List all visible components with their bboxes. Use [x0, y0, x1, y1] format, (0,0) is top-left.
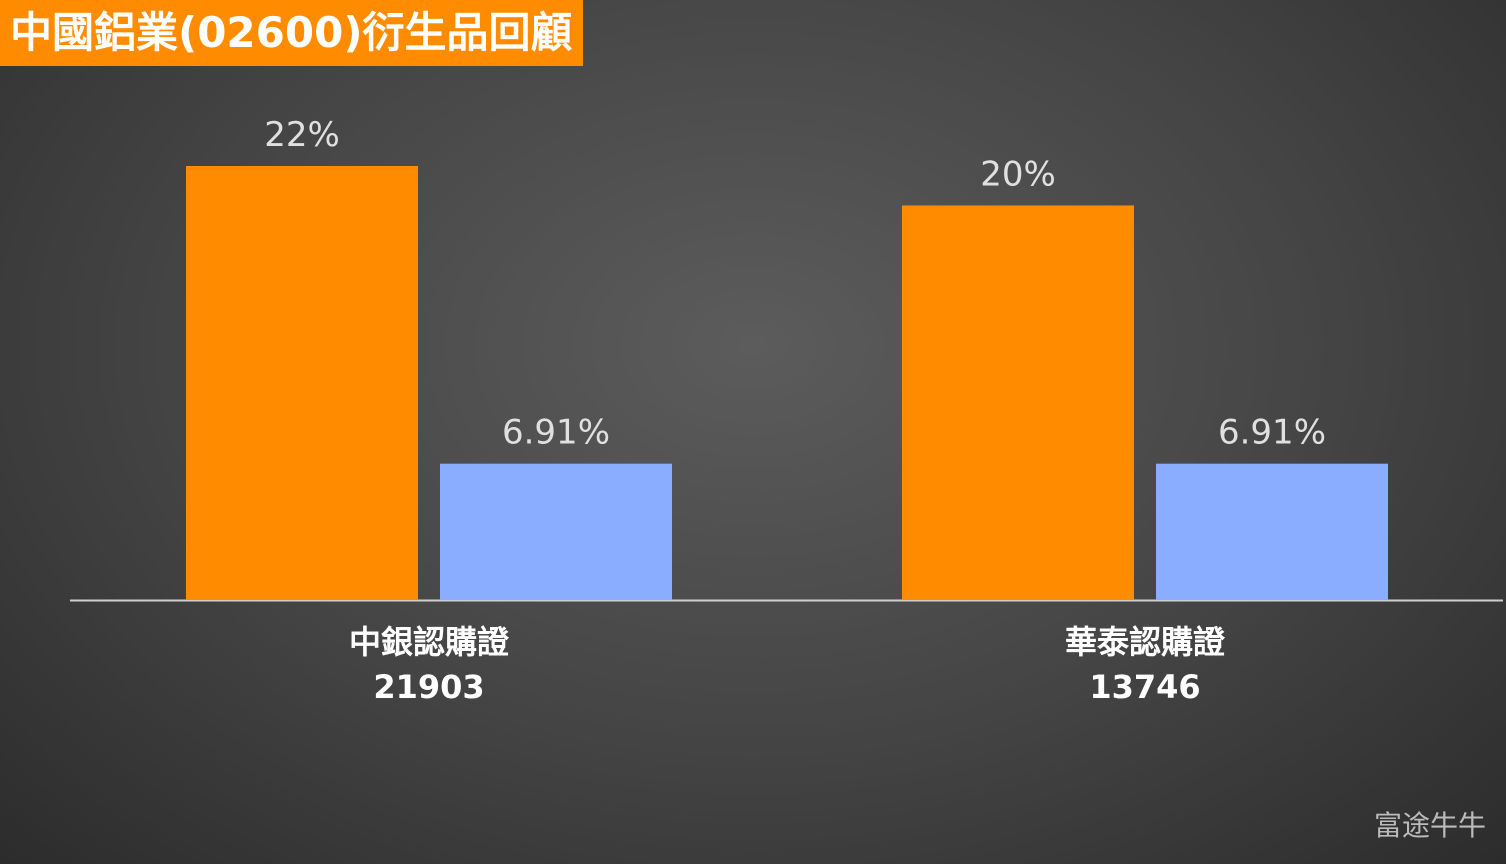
data-label: 20%: [980, 154, 1056, 194]
x-tick-label: 中銀認購證 21903: [348, 623, 509, 706]
data-label: 6.91%: [502, 413, 610, 453]
bar: [440, 463, 672, 600]
x-tick-label: 華泰認購證 13746: [1064, 623, 1225, 706]
data-label: 6.91%: [1218, 413, 1326, 453]
watermark: 富途牛牛: [1373, 809, 1486, 842]
bar: [186, 166, 418, 600]
data-label: 22%: [264, 115, 340, 155]
chart-title: 中國鋁業(02600)衍生品回顧: [0, 0, 583, 66]
bar: [902, 205, 1134, 601]
bar: [1156, 463, 1388, 600]
